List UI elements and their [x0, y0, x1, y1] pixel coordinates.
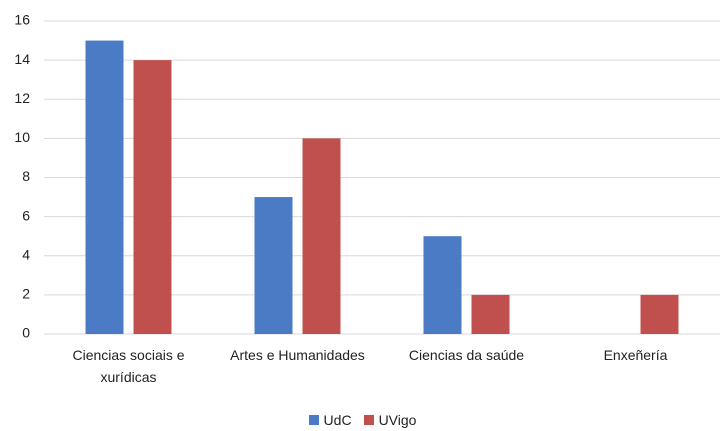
- y-tick-label: 8: [22, 168, 30, 184]
- legend-item: UdC: [308, 412, 352, 428]
- x-tick-label: Ciencias da saúde: [408, 347, 525, 363]
- bar: [302, 138, 341, 334]
- y-tick-label: 0: [22, 325, 30, 341]
- legend-label: UdC: [323, 412, 352, 428]
- x-tick-label: Ciencias sociais e xurídicas: [72, 347, 185, 385]
- y-tick-label: 2: [22, 286, 30, 302]
- bar: [133, 60, 172, 334]
- bar: [254, 197, 293, 334]
- x-tick-label: Artes e Humanidades: [230, 347, 365, 363]
- bar: [471, 294, 510, 334]
- y-tick-label: 4: [22, 246, 30, 262]
- bar: [640, 294, 679, 334]
- legend-swatch: [308, 415, 319, 425]
- y-tick-label: 12: [14, 90, 30, 106]
- bar: [85, 40, 124, 334]
- legend: UdC UVigo: [0, 412, 725, 428]
- legend-label: UVigo: [378, 412, 417, 428]
- y-tick-label: 14: [14, 51, 30, 67]
- bar: [423, 236, 462, 334]
- legend-swatch: [363, 415, 374, 425]
- x-tick-label: Enxeñería: [603, 347, 668, 363]
- y-tick-label: 10: [14, 129, 30, 145]
- y-tick-label: 16: [14, 12, 30, 28]
- legend-item: UVigo: [363, 412, 417, 428]
- y-tick-label: 6: [22, 207, 30, 223]
